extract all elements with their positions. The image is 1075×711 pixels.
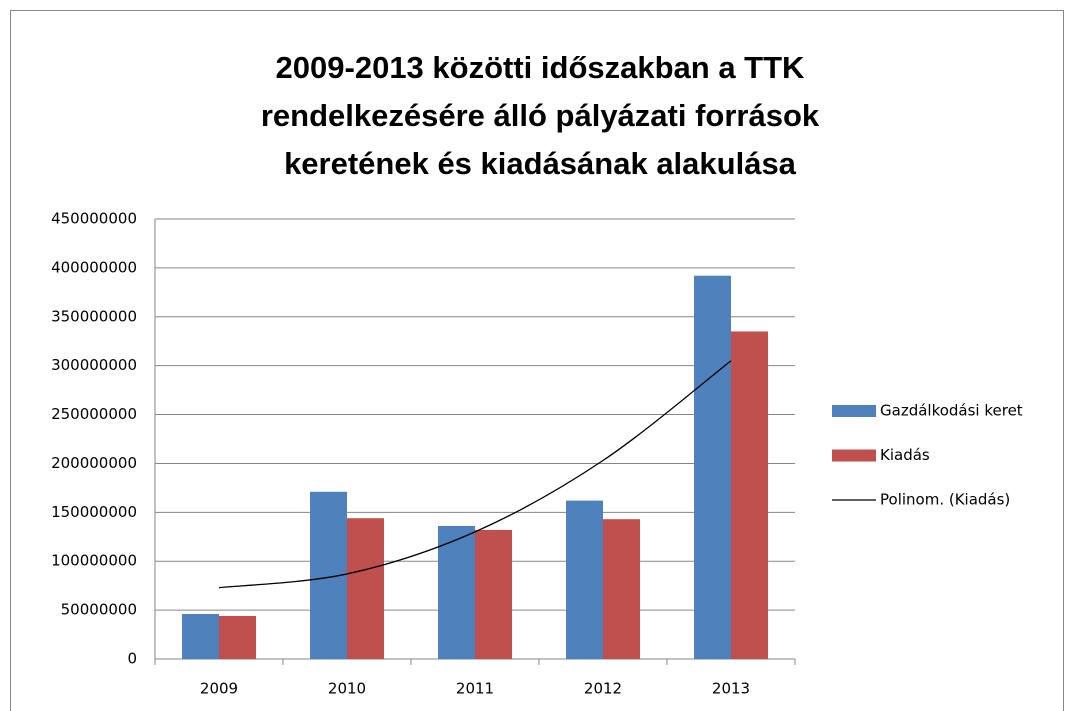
chart-border xyxy=(10,10,1064,711)
y-tick-label: 350000000 xyxy=(51,307,137,325)
bar xyxy=(694,275,731,659)
y-tick-label: 200000000 xyxy=(51,454,137,472)
x-tick-label: 2012 xyxy=(584,680,622,698)
y-tick-label: 50000000 xyxy=(61,601,137,619)
bar xyxy=(603,519,640,659)
y-tick-label: 450000000 xyxy=(51,210,137,228)
legend-label: Gazdálkodási keret xyxy=(880,402,1023,420)
bar xyxy=(347,518,384,659)
y-tick-label: 300000000 xyxy=(51,356,137,374)
x-tick-label: 2009 xyxy=(200,680,238,698)
bar xyxy=(566,500,603,659)
chart-title-line: 2009-2013 közötti időszakban a TTK xyxy=(276,50,806,85)
legend-swatch xyxy=(832,405,876,417)
trend-line xyxy=(218,360,732,589)
y-tick-label: 100000000 xyxy=(51,552,137,570)
bar xyxy=(438,526,475,659)
x-tick-label: 2011 xyxy=(456,680,494,698)
legend-swatch xyxy=(832,449,876,462)
bar xyxy=(182,614,219,659)
x-tick-label: 2010 xyxy=(328,680,366,698)
chart-title-line: keretének és kiadásának alakulása xyxy=(284,146,797,181)
y-tick-label: 250000000 xyxy=(51,405,137,423)
bar xyxy=(475,529,512,659)
bar xyxy=(731,331,768,659)
chart-title-line: rendelkezésére álló pályázati források xyxy=(261,98,820,133)
x-tick-label: 2013 xyxy=(712,680,750,698)
legend-label: Polinom. (Kiadás) xyxy=(880,491,1010,509)
y-tick-label: 0 xyxy=(127,650,137,668)
y-tick-label: 150000000 xyxy=(51,503,137,521)
y-tick-label: 400000000 xyxy=(51,258,137,276)
bar xyxy=(219,615,256,659)
legend-label: Kiadás xyxy=(880,446,930,464)
